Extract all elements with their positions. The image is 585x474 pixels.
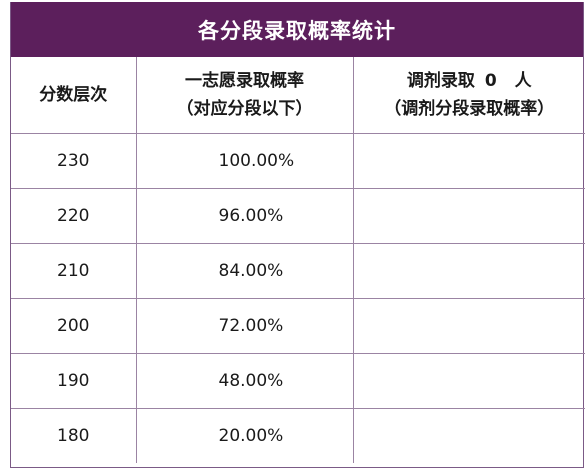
rate-cell: 20.00% — [136, 408, 354, 463]
score-cell: 180 — [11, 408, 137, 463]
adjust-cell — [353, 188, 585, 244]
rate-cell: 72.00% — [136, 298, 354, 354]
rate-cell: 100.00% — [136, 133, 354, 189]
header-adjust-suffix: 人 — [514, 70, 532, 91]
table-row: 220 96.00% — [11, 188, 585, 244]
header-adjust-count: 0 — [484, 70, 497, 91]
header-adjust-line1: 调剂录取 0 人 — [354, 67, 585, 95]
header-adjust-prefix: 调剂录取 — [406, 70, 475, 91]
table-row: 190 48.00% — [11, 353, 585, 409]
header-first-choice-line1: 一志愿录取概率 — [185, 70, 304, 91]
table-row: 180 20.00% — [11, 408, 585, 463]
table-row: 210 84.00% — [11, 243, 585, 299]
probability-table-panel: 各分段录取概率统计 分数层次 一志愿录取概率 （对应分段以下） 调剂录取 0 人 （… — [10, 2, 585, 468]
header-adjust-rate: 调剂录取 0 人 （调剂分段录取概率） — [353, 57, 585, 134]
score-cell: 220 — [11, 188, 137, 244]
table-title: 各分段录取概率统计 — [11, 2, 583, 57]
rate-cell: 96.00% — [136, 188, 354, 244]
table-row: 230 100.00% — [11, 133, 585, 189]
header-first-choice-line2: （对应分段以下） — [176, 98, 313, 119]
header-row: 分数层次 一志愿录取概率 （对应分段以下） 调剂录取 0 人 （调剂分段录取概率） — [11, 57, 585, 134]
adjust-cell — [353, 243, 585, 299]
adjust-cell — [353, 353, 585, 409]
probability-table: 分数层次 一志愿录取概率 （对应分段以下） 调剂录取 0 人 （调剂分段录取概率） … — [11, 57, 585, 463]
score-cell: 200 — [11, 298, 137, 354]
adjust-cell — [353, 298, 585, 354]
header-first-choice-rate: 一志愿录取概率 （对应分段以下） — [136, 57, 354, 134]
rate-cell: 84.00% — [136, 243, 354, 299]
header-score-level: 分数层次 — [11, 57, 137, 134]
score-cell: 190 — [11, 353, 137, 409]
score-cell: 210 — [11, 243, 137, 299]
adjust-cell — [353, 133, 585, 189]
adjust-cell — [353, 408, 585, 463]
rate-cell: 48.00% — [136, 353, 354, 409]
table-row: 200 72.00% — [11, 298, 585, 354]
score-cell: 230 — [11, 133, 137, 189]
header-adjust-line2: （调剂分段录取概率） — [384, 98, 555, 119]
